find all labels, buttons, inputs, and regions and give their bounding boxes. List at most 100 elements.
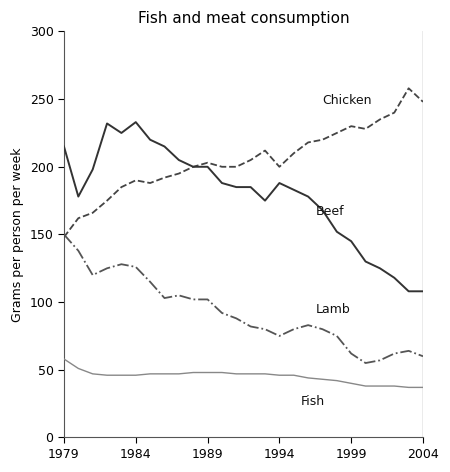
Beef — [348, 238, 354, 244]
Chicken — [133, 177, 139, 183]
Text: Fish: Fish — [301, 395, 325, 408]
Chicken — [176, 171, 181, 177]
Beef — [363, 259, 368, 264]
Y-axis label: Grams per person per week: Grams per person per week — [11, 147, 24, 322]
Line: Chicken: Chicken — [64, 88, 423, 237]
Fish — [61, 356, 67, 362]
Fish — [420, 385, 426, 390]
Chicken — [90, 210, 95, 216]
Fish — [205, 370, 210, 375]
Lamb — [104, 265, 110, 271]
Lamb — [119, 261, 124, 267]
Beef — [76, 194, 81, 199]
Lamb — [420, 354, 426, 359]
Beef — [392, 275, 397, 280]
Line: Lamb: Lamb — [64, 235, 423, 363]
Chicken — [420, 99, 426, 105]
Beef — [406, 288, 411, 294]
Beef — [377, 265, 382, 271]
Beef — [133, 119, 139, 125]
Chicken — [61, 234, 67, 240]
Beef — [234, 184, 239, 190]
Chicken — [348, 123, 354, 129]
Lamb — [133, 264, 139, 270]
Chicken — [190, 164, 196, 169]
Chicken — [76, 215, 81, 221]
Beef — [61, 143, 67, 149]
Beef — [420, 288, 426, 294]
Chicken — [205, 160, 210, 166]
Lamb — [234, 316, 239, 321]
Lamb — [90, 272, 95, 278]
Fish — [76, 366, 81, 371]
Lamb — [363, 360, 368, 366]
Lamb — [219, 310, 225, 316]
Fish — [133, 372, 139, 378]
Fish — [406, 385, 411, 390]
Lamb — [76, 248, 81, 253]
Fish — [377, 383, 382, 389]
Beef — [119, 130, 124, 136]
Fish — [277, 372, 282, 378]
Fish — [176, 371, 181, 377]
Line: Beef: Beef — [64, 122, 423, 291]
Lamb — [348, 351, 354, 356]
Lamb — [320, 326, 325, 332]
Fish — [291, 372, 297, 378]
Chicken — [291, 151, 297, 156]
Fish — [148, 371, 153, 377]
Fish — [162, 371, 167, 377]
Lamb — [248, 324, 253, 329]
Fish — [348, 380, 354, 386]
Chicken — [392, 110, 397, 116]
Lamb — [406, 348, 411, 354]
Beef — [162, 143, 167, 149]
Chicken — [262, 148, 268, 153]
Beef — [176, 157, 181, 163]
Chicken — [162, 175, 167, 180]
Lamb — [205, 296, 210, 302]
Beef — [277, 180, 282, 186]
Beef — [334, 229, 340, 235]
Fish — [90, 371, 95, 377]
Lamb — [277, 333, 282, 339]
Lamb — [61, 232, 67, 237]
Lamb — [162, 295, 167, 301]
Chicken — [119, 184, 124, 190]
Fish — [262, 371, 268, 377]
Lamb — [148, 279, 153, 285]
Beef — [148, 137, 153, 143]
Text: Chicken: Chicken — [323, 94, 372, 107]
Beef — [291, 187, 297, 193]
Chicken — [406, 85, 411, 91]
Fish — [306, 375, 311, 381]
Fish — [234, 371, 239, 377]
Fish — [104, 372, 110, 378]
Fish — [219, 370, 225, 375]
Chicken — [320, 137, 325, 143]
Beef — [320, 207, 325, 213]
Beef — [306, 194, 311, 199]
Beef — [262, 198, 268, 203]
Beef — [219, 180, 225, 186]
Lamb — [377, 357, 382, 363]
Chicken — [377, 117, 382, 122]
Beef — [190, 164, 196, 169]
Chicken — [306, 140, 311, 145]
Lamb — [306, 322, 311, 328]
Chicken — [248, 157, 253, 163]
Fish — [119, 372, 124, 378]
Lamb — [334, 333, 340, 339]
Lamb — [190, 296, 196, 302]
Title: Fish and meat consumption: Fish and meat consumption — [138, 11, 349, 26]
Chicken — [234, 164, 239, 169]
Lamb — [176, 293, 181, 298]
Chicken — [148, 180, 153, 186]
Line: Fish: Fish — [64, 359, 423, 388]
Fish — [248, 371, 253, 377]
Fish — [334, 378, 340, 383]
Beef — [205, 164, 210, 169]
Text: Lamb: Lamb — [315, 303, 350, 316]
Lamb — [262, 326, 268, 332]
Chicken — [363, 126, 368, 132]
